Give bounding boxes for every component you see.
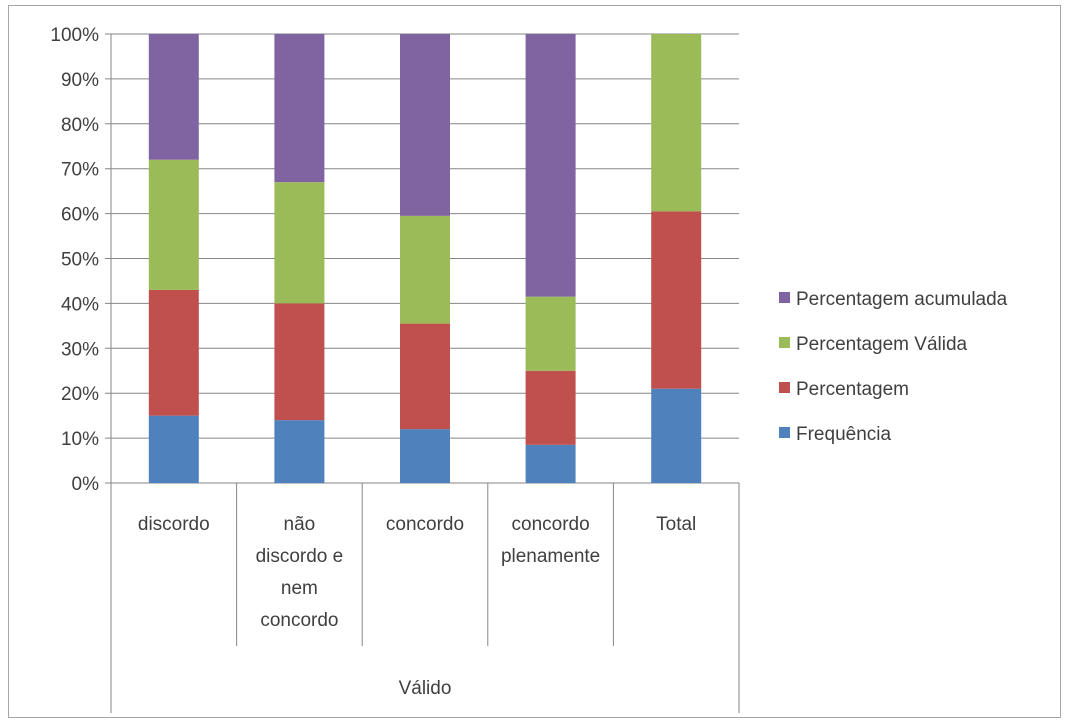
legend-label: Frequência	[796, 424, 891, 445]
bar-segment-frequ-ncia	[525, 444, 576, 483]
y-tick-label: 20%	[61, 384, 99, 405]
legend-swatch	[779, 292, 790, 303]
x-category-label: discordo	[138, 514, 210, 535]
bar-segment-frequ-ncia	[274, 420, 325, 483]
bar-segment-percentagem-v-lida	[274, 182, 325, 304]
bar-segment-percentagem-v-lida	[400, 215, 450, 324]
x-category-label: concordo	[512, 514, 590, 535]
y-tick-label: 0%	[72, 474, 100, 495]
x-category-label: não	[284, 514, 316, 535]
chart-frame: 0% 10% 20% 30% 40% 50% 60% 70% 80% 90% 100% discord…	[8, 5, 1061, 718]
legend-label: Percentagem	[796, 379, 909, 400]
bar-segment-frequ-ncia	[400, 429, 450, 483]
x-category-label: concordo	[386, 514, 464, 535]
bar-segment-percentagem-v-lida	[525, 296, 576, 371]
y-tick-label: 40%	[61, 294, 99, 315]
legend-label: Percentagem acumulada	[796, 289, 1008, 310]
bar-segment-percentagem	[525, 370, 576, 445]
group-label: Válido	[399, 678, 452, 699]
bar-segment-percentagem-v-lida	[148, 159, 199, 290]
y-tick-label: 80%	[61, 115, 99, 136]
legend-swatch	[779, 382, 790, 393]
bar-segment-percentagem	[400, 323, 450, 430]
legend: Percentagem acumulada Percentagem Válida P…	[779, 289, 1008, 445]
bar-segment-frequ-ncia	[148, 415, 199, 483]
y-tick-label: 60%	[61, 205, 99, 226]
y-tick-label: 10%	[61, 429, 99, 450]
bar-segment-percentagem-acumulada	[148, 34, 199, 160]
bar-segment-percentagem	[651, 211, 702, 389]
stacked-bar-chart: 0% 10% 20% 30% 40% 50% 60% 70% 80% 90% 100% discord…	[50, 25, 1008, 713]
bar-segment-percentagem-acumulada	[525, 34, 576, 297]
bar-segment-percentagem-acumulada	[274, 34, 325, 183]
y-tick-label: 90%	[61, 70, 99, 91]
bar-segment-percentagem	[274, 303, 325, 421]
y-tick-label: 70%	[61, 160, 99, 181]
bars	[148, 34, 702, 483]
x-category-label: plenamente	[501, 546, 600, 567]
axes: 0% 10% 20% 30% 40% 50% 60% 70% 80% 90% 100% discord…	[50, 25, 740, 713]
x-category-label: nem	[281, 578, 318, 599]
bar-segment-frequ-ncia	[651, 388, 702, 483]
x-category-label: concordo	[260, 610, 338, 631]
bar-segment-percentagem-acumulada	[400, 34, 450, 216]
x-category-label: Total	[656, 514, 696, 535]
y-tick-label: 50%	[61, 250, 99, 271]
bar-segment-percentagem	[148, 289, 199, 416]
y-tick-label: 100%	[50, 25, 99, 46]
y-tick-label: 30%	[61, 339, 99, 360]
legend-swatch	[779, 427, 790, 438]
bar-segment-percentagem-v-lida	[651, 34, 702, 212]
legend-swatch	[779, 337, 790, 348]
x-category-label: discordo e	[256, 546, 344, 567]
legend-label: Percentagem Válida	[796, 334, 968, 355]
